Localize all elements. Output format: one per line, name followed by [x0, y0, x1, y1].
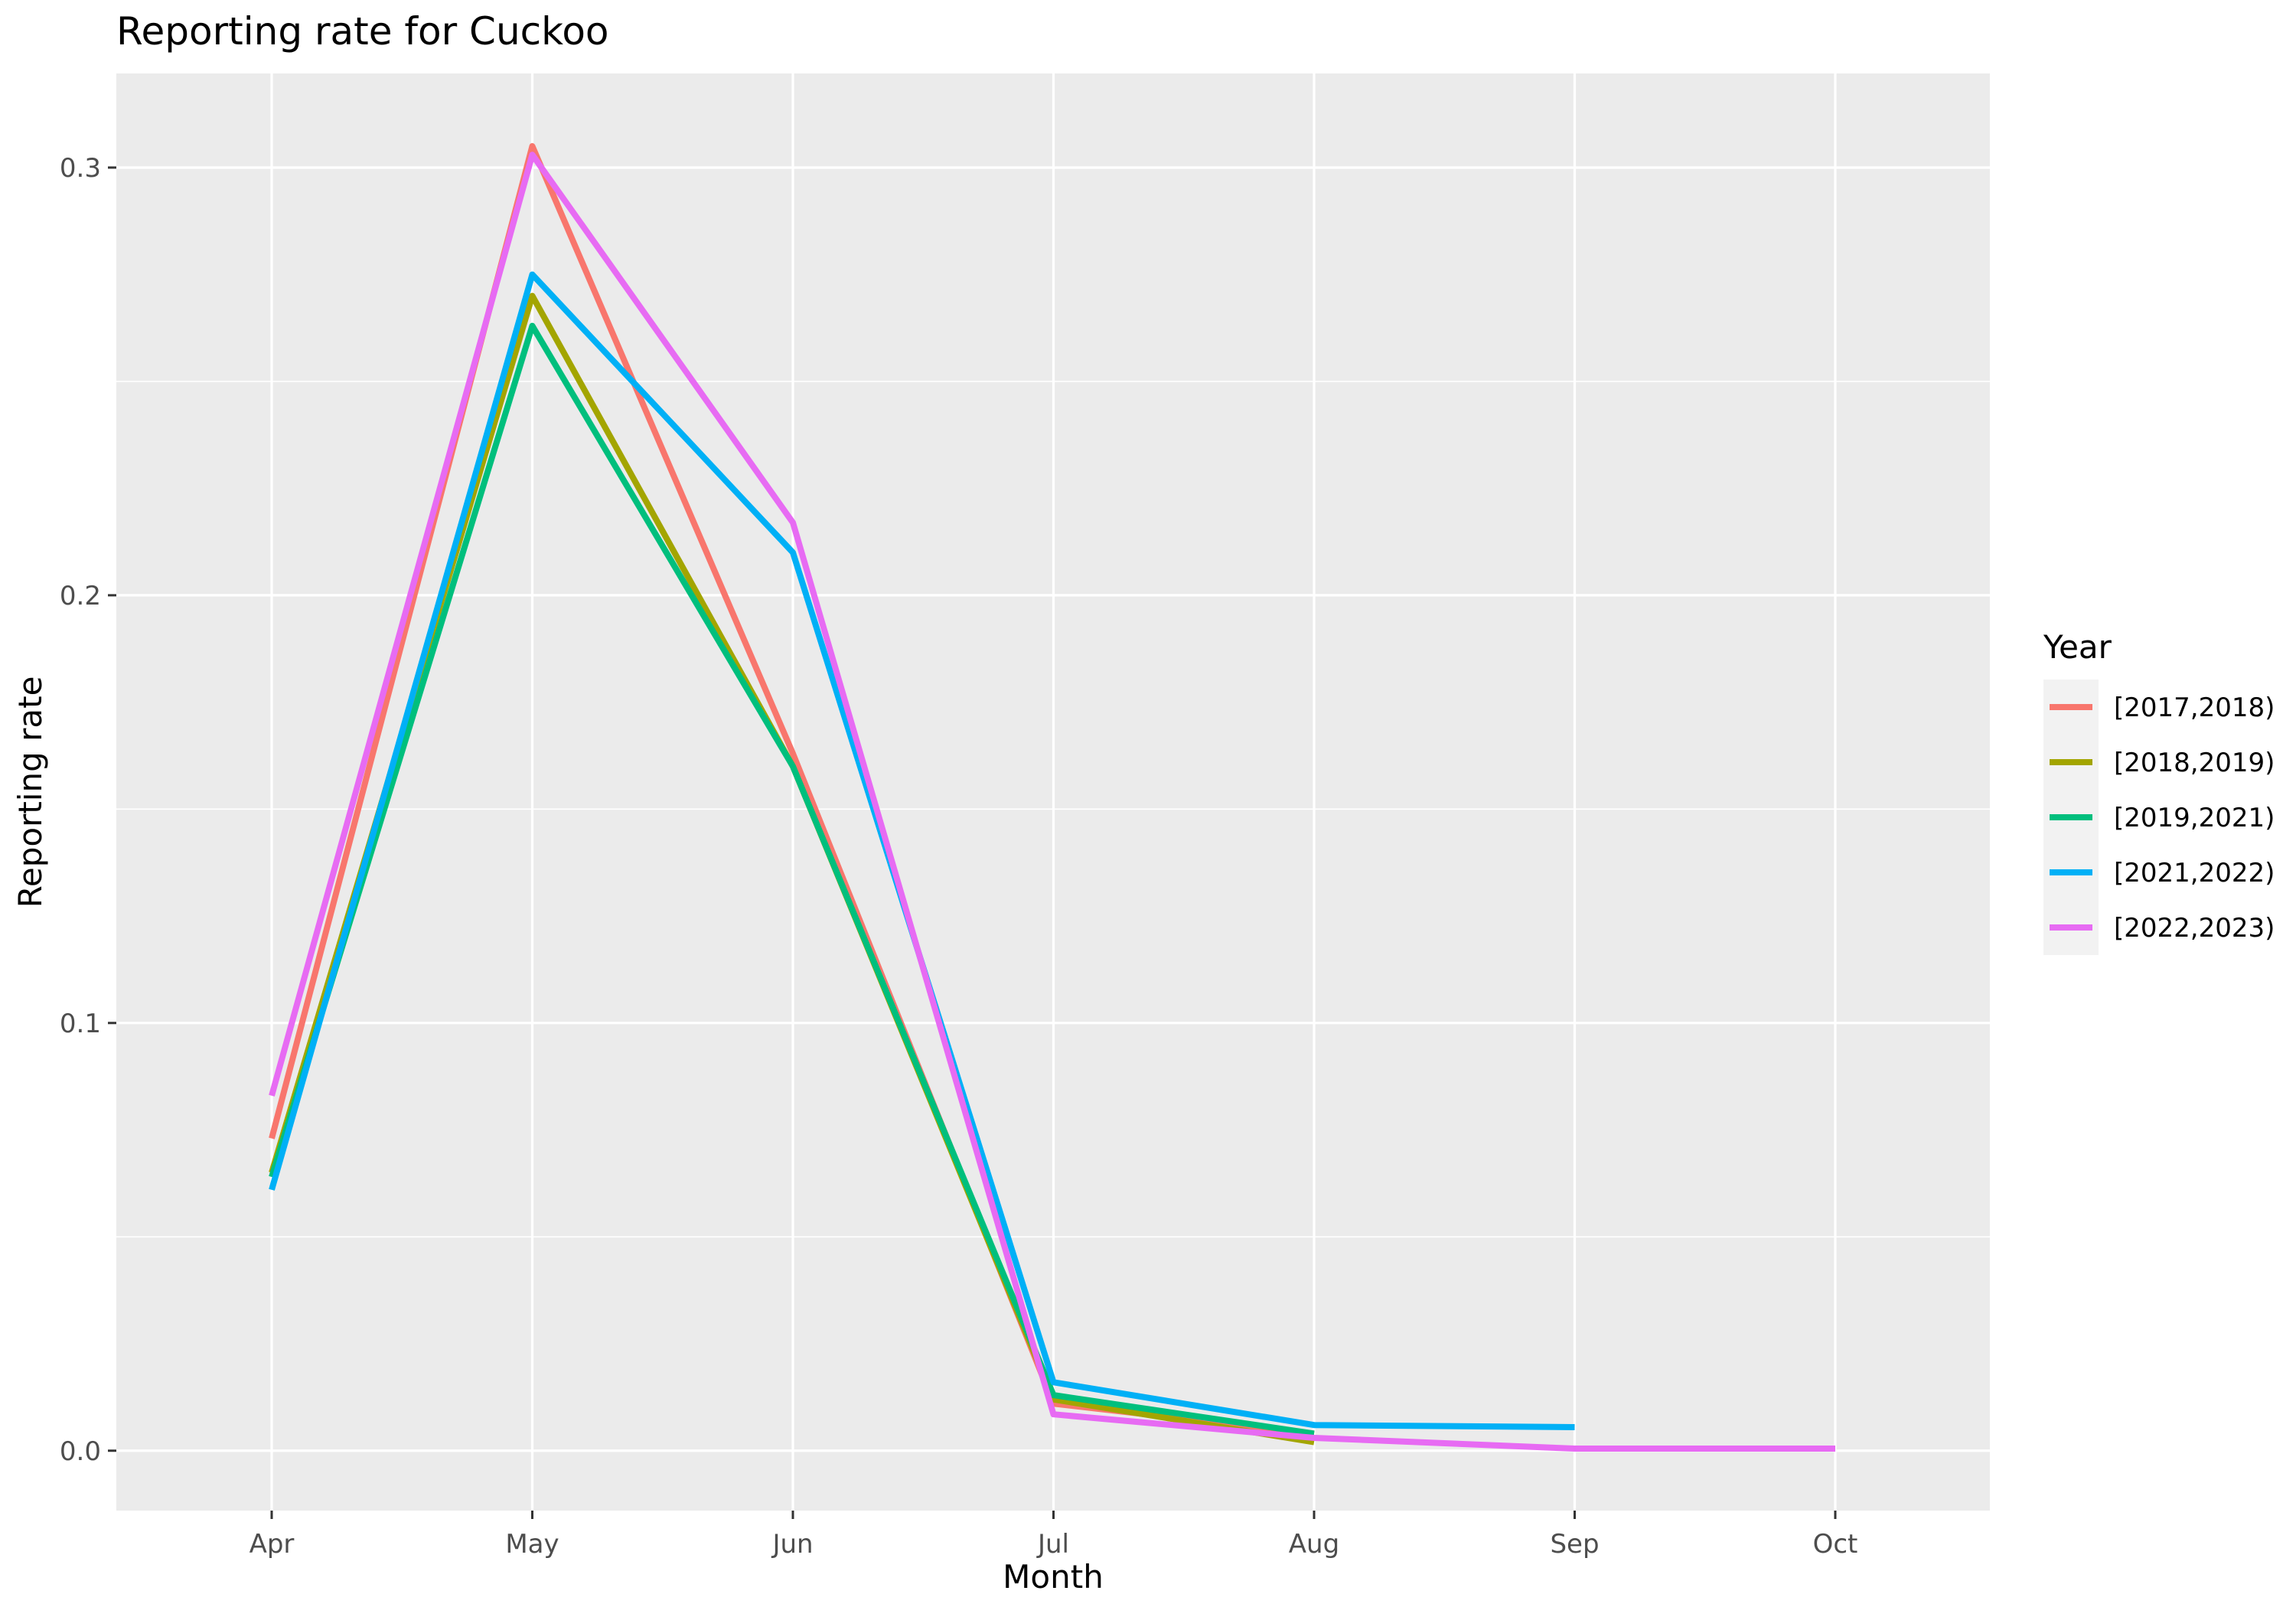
- x-tick-label: Jun: [771, 1529, 813, 1560]
- x-axis-ticks: Apr May Jun Jul Aug Sep Oct: [249, 1511, 1858, 1560]
- y-tick-label: 0.3: [60, 153, 101, 184]
- y-tick-label: 0.1: [60, 1009, 101, 1039]
- y-axis-ticks: 0.0 0.1 0.2 0.3: [60, 153, 116, 1467]
- legend-title: Year: [2043, 628, 2112, 666]
- legend-label-2: [2018,2019): [2114, 748, 2275, 778]
- x-tick-label: Oct: [1813, 1529, 1858, 1560]
- x-axis-title: Month: [1003, 1558, 1104, 1596]
- y-tick-label: 0.2: [60, 581, 101, 611]
- x-tick-label: Jul: [1036, 1529, 1069, 1560]
- y-tick-label: 0.0: [60, 1436, 101, 1467]
- legend-label-5: [2022,2023): [2114, 913, 2275, 944]
- x-tick-label: Sep: [1550, 1529, 1599, 1560]
- major-gridlines: [116, 73, 1990, 1511]
- series-line-5: [269, 152, 1835, 1452]
- legend-label-4: [2021,2022): [2114, 858, 2275, 888]
- legend-label-3: [2019,2021): [2114, 803, 2275, 833]
- series-lines: [269, 143, 1835, 1452]
- x-tick-label: Aug: [1289, 1529, 1339, 1560]
- x-tick-label: May: [505, 1529, 559, 1560]
- x-tick-label: Apr: [249, 1529, 295, 1560]
- series-line-3: [269, 322, 1315, 1437]
- legend-label-1: [2017,2018): [2114, 693, 2275, 723]
- legend: Year [2017,2018) [2018,2019) [2019,2021) [2…: [2043, 628, 2275, 955]
- y-axis-title: Reporting rate: [11, 676, 49, 908]
- chart-title: Reporting rate for Cuckoo: [116, 9, 609, 54]
